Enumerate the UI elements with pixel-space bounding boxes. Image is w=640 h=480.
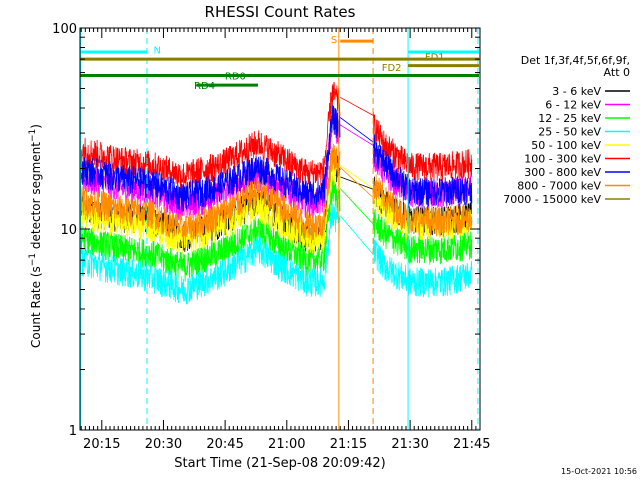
y-tick-label-1: 10 bbox=[60, 223, 77, 238]
x-tick-label-4: 21:15 bbox=[330, 437, 367, 452]
x-tick-label-2: 20:45 bbox=[206, 437, 243, 452]
y-tick-label-2: 100 bbox=[52, 22, 77, 37]
series-line-12_25keV-seg0 bbox=[80, 175, 341, 282]
x-axis-label: Start Time (21-Sep-08 20:09:42) bbox=[174, 456, 385, 471]
y-axis-label-mid: detector segment bbox=[29, 142, 43, 253]
marker-layer: N S FD1 FD2 RD0 RD4 bbox=[80, 28, 479, 430]
marker-label-2: FD1 bbox=[425, 53, 445, 64]
series-line-800_7000keV-seg1 bbox=[339, 167, 473, 237]
x-tick-label-0: 20:15 bbox=[83, 437, 120, 452]
y-axis-label-prefix: Count Rate (s bbox=[29, 266, 43, 348]
series-line-25_50keV-seg0 bbox=[80, 202, 341, 305]
marker-label-5: RD4 bbox=[194, 81, 215, 92]
series-line-12_25keV-seg1 bbox=[339, 188, 473, 265]
y-axis-label-sup: −1 bbox=[28, 253, 38, 266]
legend-header-line1: Det 1f,3f,4f,5f,6f,9f, bbox=[521, 54, 630, 67]
legend-label-8: 7000 - 15000 keV bbox=[503, 193, 601, 206]
legend-label-6: 300 - 800 keV bbox=[524, 166, 601, 179]
marker-label-3: FD2 bbox=[382, 63, 402, 74]
marker-label-0: N bbox=[154, 46, 161, 57]
data-layer bbox=[80, 81, 473, 305]
svg-text:Count Rate (s−1 detector segme: Count Rate (s−1 detector segment−1) bbox=[28, 124, 43, 348]
timestamp: 15-Oct-2021 10:56 bbox=[561, 467, 637, 476]
axes-layer: 1 10 100 20:15 20:30 20:45 21:00 21:15 21:30 21:4… bbox=[52, 22, 490, 452]
series-line-100_300keV-seg1 bbox=[340, 96, 473, 183]
y-axis-label-sup2: −1 bbox=[28, 129, 38, 142]
marker-label-1: S bbox=[331, 35, 337, 46]
legend-label-1: 6 - 12 keV bbox=[545, 99, 601, 112]
legend-label-5: 100 - 300 keV bbox=[524, 153, 601, 166]
series-line-25_50keV-seg1 bbox=[339, 215, 473, 298]
y-axis-label: Count Rate (s−1 detector segment−1) bbox=[28, 124, 43, 348]
series-line-300_800keV-seg0 bbox=[80, 104, 341, 213]
x-tick-label-1: 20:30 bbox=[145, 437, 182, 452]
x-tick-label-5: 21:30 bbox=[391, 437, 428, 452]
series-line-50_100keV-seg0 bbox=[80, 158, 341, 255]
series-line-800_7000keV-seg0 bbox=[80, 143, 341, 244]
series-line-300_800keV-seg1 bbox=[339, 117, 473, 207]
legend-label-7: 800 - 7000 keV bbox=[517, 180, 601, 193]
chart-title: RHESSI Count Rates bbox=[205, 3, 356, 21]
legend-label-4: 50 - 100 keV bbox=[531, 139, 601, 152]
series-line-100_300keV-seg0 bbox=[80, 81, 341, 190]
marker-label-4: RD0 bbox=[225, 72, 246, 83]
legend-label-3: 25 - 50 keV bbox=[538, 126, 601, 139]
legend-label-2: 12 - 25 keV bbox=[538, 112, 601, 125]
x-tick-label-6: 21:45 bbox=[453, 437, 490, 452]
y-axis-label-suffix: ) bbox=[29, 124, 43, 129]
legend-label-0: 3 - 6 keV bbox=[552, 85, 601, 98]
x-tick-label-3: 21:00 bbox=[268, 437, 305, 452]
y-tick-label-0: 1 bbox=[69, 424, 77, 439]
legend-header-line2: Att 0 bbox=[604, 66, 630, 79]
